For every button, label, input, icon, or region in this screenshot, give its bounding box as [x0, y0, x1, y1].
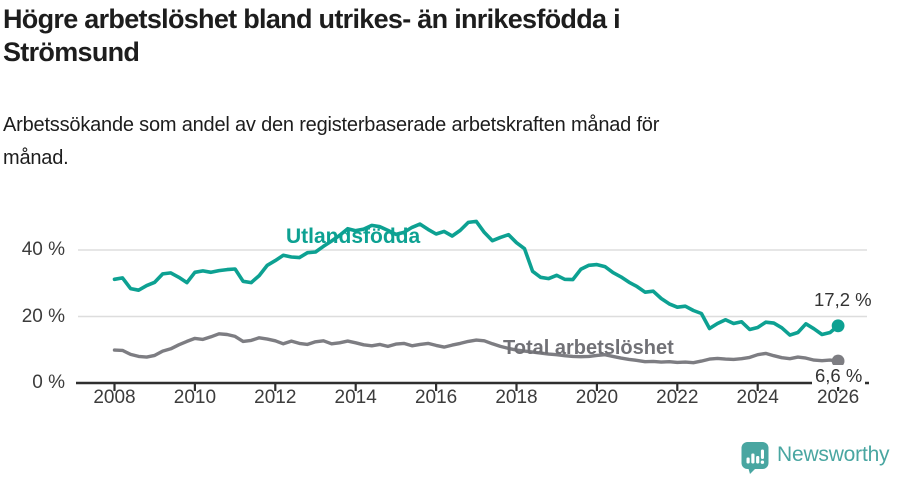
title-line-1: Högre arbetslöshet bland utrikes- än inr…: [3, 4, 621, 34]
y-tick-label: 20 %: [21, 305, 65, 327]
series-label-utlandsfodda: Utlandsfödda: [286, 225, 421, 248]
y-tick-label: 40 %: [21, 239, 65, 260]
y-tick-label: 0 %: [32, 372, 65, 393]
x-tick-label: 2014: [334, 387, 377, 408]
x-tick-label: 2026: [816, 387, 860, 408]
end-dot-utlandsfodda: [831, 319, 845, 333]
x-tick-label: 2016: [414, 387, 458, 408]
x-tick-label: 2024: [736, 387, 779, 408]
x-tick-label: 2022: [656, 387, 699, 408]
chart-subtitle: Arbetssökande som andel av den registerb…: [3, 109, 883, 175]
x-tick-label: 2010: [173, 387, 217, 408]
x-tick-label: 2012: [254, 387, 297, 408]
title-line-2: Strömsund: [3, 37, 140, 67]
end-value-label-utlandsfodda: 17,2 %: [814, 289, 872, 310]
subtitle-line-2: månad.: [3, 147, 69, 169]
series-line-total: [112, 332, 840, 365]
series-line-utlandsfodda: [112, 219, 840, 337]
x-tick-label: 2008: [93, 387, 136, 408]
x-tick-label: 2018: [495, 387, 538, 408]
x-tick-label: 2020: [575, 387, 619, 408]
newsworthy-logo[interactable]: Newsworthy: [741, 441, 891, 474]
series-label-total-arbetsloshet: Total arbetslöshet: [503, 337, 674, 359]
page-title: Högre arbetslöshet bland utrikes- än inr…: [3, 3, 883, 69]
end-value-label-total: 6,6 %: [812, 365, 866, 387]
newsworthy-logo-icon: [741, 442, 769, 474]
newsworthy-logo-text: Newsworthy: [777, 443, 890, 466]
end-dot-total: [831, 354, 845, 368]
subtitle-line-1: Arbetssökande som andel av den registerb…: [3, 114, 660, 136]
